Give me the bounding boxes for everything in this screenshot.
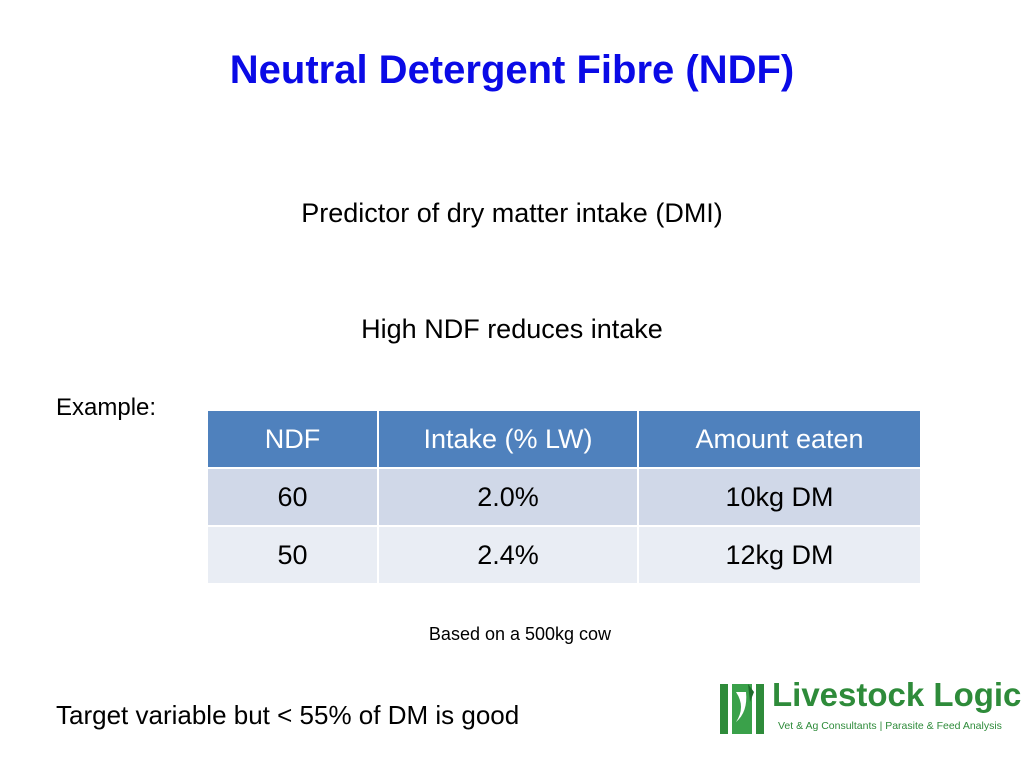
table-cell: 50: [206, 525, 379, 585]
table-row: 60 2.0% 10kg DM: [206, 467, 922, 527]
logo-name: Livestock Logic: [772, 676, 1022, 713]
data-table: NDF Intake (% LW) Amount eaten 60 2.0% 10kg D…: [206, 409, 922, 585]
header-row: NDF Intake (% LW) Amount eaten: [206, 409, 922, 469]
logo-tagline: Vet & Ag Consultants | Parasite & Feed A…: [778, 720, 1002, 732]
table-cell: 12kg DM: [637, 525, 922, 585]
table-cell: 60: [206, 467, 379, 527]
subtitle-line: Predictor of dry matter intake (DMI): [301, 198, 723, 228]
table-cell: 2.4%: [377, 525, 639, 585]
title: Neutral Detergent Fibre (NDF): [229, 48, 795, 92]
footer-text: Target variable but < 55% of DM is good: [56, 700, 520, 730]
column-header: NDF: [206, 409, 379, 469]
table-cell: 10kg DM: [637, 467, 922, 527]
example-label: Example:: [56, 394, 157, 421]
logo-icon: [720, 684, 764, 734]
subtitle-line: High NDF reduces intake: [361, 314, 663, 344]
note: Based on a 500kg cow: [428, 624, 612, 644]
table-row: 50 2.4% 12kg DM: [206, 525, 922, 585]
table-cell: 2.0%: [377, 467, 639, 527]
column-header: Amount eaten: [637, 409, 922, 469]
column-header: Intake (% LW): [377, 409, 639, 469]
